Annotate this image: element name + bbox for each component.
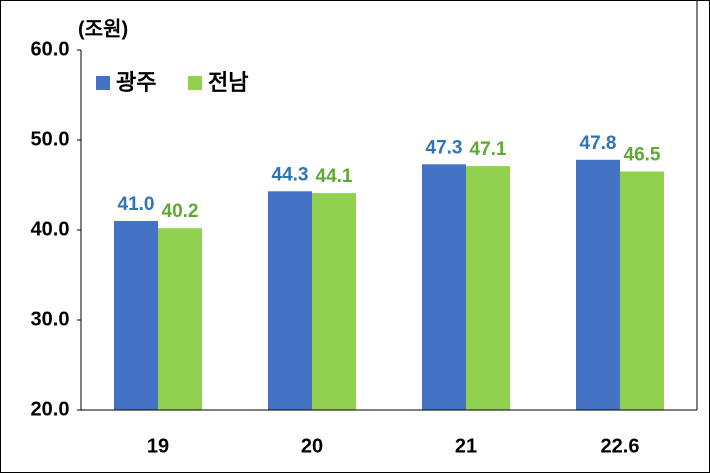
bar xyxy=(620,171,664,410)
bar xyxy=(268,191,312,410)
bar xyxy=(312,193,356,410)
bar xyxy=(466,166,510,410)
y-tick-label: 20.0 xyxy=(31,398,70,420)
bar xyxy=(114,221,158,410)
value-label: 40.2 xyxy=(162,201,199,222)
value-label: 41.0 xyxy=(118,194,155,215)
y-tick-label: 30.0 xyxy=(31,308,70,330)
bar xyxy=(422,164,466,410)
legend-swatch xyxy=(96,76,110,90)
y-tick-label: 50.0 xyxy=(31,128,70,150)
x-tick-label: 21 xyxy=(455,435,477,457)
bar xyxy=(158,228,202,410)
x-tick-label: 20 xyxy=(301,435,323,457)
y-tick-label: 60.0 xyxy=(31,38,70,60)
x-tick-label: 22.6 xyxy=(601,435,640,457)
value-label: 44.3 xyxy=(272,164,309,185)
value-label: 47.3 xyxy=(426,137,463,158)
bar xyxy=(576,159,620,410)
legend-label: 광주 xyxy=(116,70,156,95)
value-label: 44.1 xyxy=(316,166,353,187)
x-tick-label: 19 xyxy=(147,435,169,457)
legend-label: 전남 xyxy=(208,70,248,95)
y-unit-label: (조원) xyxy=(78,17,128,40)
value-label: 47.1 xyxy=(470,139,507,160)
value-label: 47.8 xyxy=(580,133,617,154)
value-label: 46.5 xyxy=(624,145,661,166)
legend-swatch xyxy=(188,76,202,90)
y-tick-label: 40.0 xyxy=(31,218,70,240)
